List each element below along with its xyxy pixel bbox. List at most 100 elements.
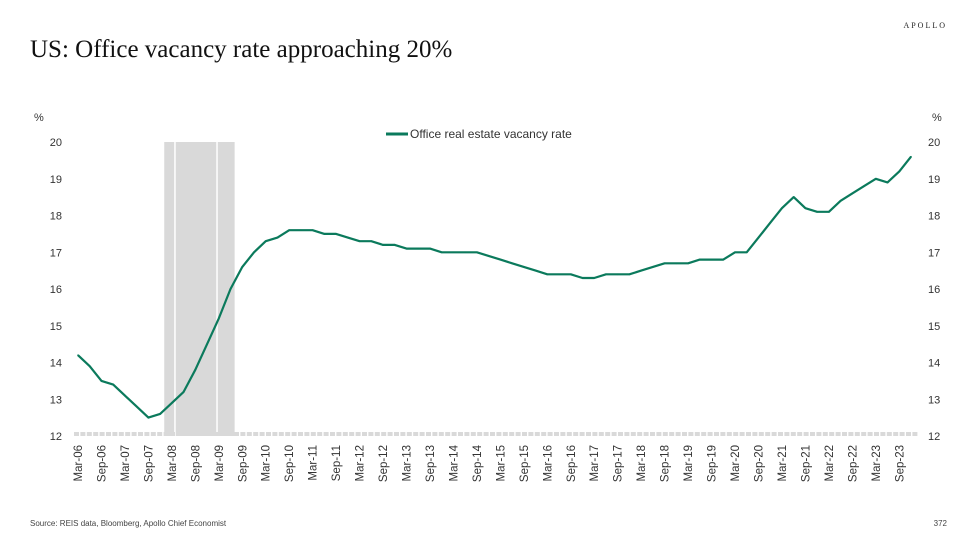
x-axis-dash	[470, 432, 476, 436]
x-tick-label: Mar-07	[120, 445, 132, 481]
data-point	[675, 262, 678, 265]
data-point	[206, 343, 208, 345]
data-point	[792, 196, 795, 198]
x-tick-label: Mar-17	[589, 445, 601, 481]
data-point	[523, 266, 525, 268]
x-axis-dash	[80, 432, 86, 436]
x-axis-dash	[317, 432, 323, 436]
recession-band-1	[164, 142, 235, 436]
x-axis-dash	[842, 432, 847, 436]
x-axis-dash	[106, 432, 111, 436]
x-axis-dash	[445, 432, 451, 436]
data-point	[194, 369, 197, 371]
data-point	[135, 405, 138, 408]
x-axis-dash	[656, 432, 662, 436]
x-axis-dash	[490, 432, 495, 436]
x-axis-dash	[394, 432, 399, 436]
x-axis-dash	[125, 432, 131, 436]
x-axis-dash	[509, 432, 515, 436]
x-axis-dash	[624, 432, 630, 436]
data-point	[652, 266, 654, 268]
x-axis-dash	[131, 432, 137, 436]
x-axis-dash	[861, 432, 867, 436]
x-axis-dash	[822, 432, 828, 436]
data-point	[875, 177, 877, 180]
data-point	[757, 236, 760, 239]
x-axis-dash	[912, 432, 918, 436]
data-point	[147, 416, 150, 419]
x-axis-dash	[886, 432, 892, 436]
x-axis-dash	[650, 432, 655, 436]
data-point	[347, 236, 349, 239]
x-axis-dash	[419, 432, 425, 436]
data-point	[77, 354, 79, 356]
data-point	[88, 365, 91, 367]
page-title: US: Office vacancy rate approaching 20%	[30, 36, 453, 63]
series-line-office-vacancy	[77, 156, 912, 419]
y-tick-label-left: 14	[50, 358, 62, 370]
data-point	[276, 236, 279, 239]
x-axis-dash	[336, 432, 342, 436]
x-tick-label: Sep-23	[894, 445, 906, 482]
x-axis-dash	[720, 432, 726, 436]
x-axis-dash	[272, 432, 278, 436]
x-tick-label: Sep-08	[190, 445, 202, 482]
x-axis-dash	[611, 432, 617, 436]
x-tick-label: Mar-21	[777, 445, 789, 481]
data-point	[370, 240, 373, 243]
x-axis-dash	[400, 432, 406, 436]
x-axis-dash	[240, 432, 246, 436]
x-axis-dash	[726, 432, 732, 436]
data-point	[499, 258, 502, 261]
x-axis-dash	[195, 432, 201, 436]
x-tick-label: Sep-10	[284, 445, 296, 482]
x-axis-dash	[586, 432, 591, 436]
x-axis-dash	[637, 432, 643, 436]
x-axis-dash	[797, 432, 803, 436]
x-axis-dash	[874, 432, 879, 436]
y-axis-left-unit: %	[34, 112, 44, 124]
data-point	[112, 383, 114, 386]
x-axis-dash	[560, 432, 566, 436]
y-tick-label-left: 15	[50, 321, 62, 333]
x-tick-label: Sep-14	[472, 444, 484, 482]
x-tick-label: Sep-17	[613, 445, 625, 482]
x-axis-dash	[86, 432, 92, 436]
data-point	[781, 207, 783, 209]
series-line-layer	[77, 155, 912, 419]
x-axis-dash	[464, 432, 470, 436]
x-axis-dash	[285, 432, 291, 436]
x-axis-dash	[643, 432, 649, 436]
data-point	[358, 240, 361, 243]
x-axis-dash	[189, 432, 195, 436]
x-axis-dash	[170, 432, 175, 436]
x-axis-dash	[810, 432, 815, 436]
x-axis-dash	[778, 432, 783, 436]
data-point	[182, 391, 185, 393]
x-axis-dash	[592, 432, 598, 436]
x-axis-dash	[707, 432, 713, 436]
x-axis-dash	[112, 432, 118, 436]
data-point	[171, 402, 173, 404]
x-axis-dash	[74, 432, 79, 436]
x-tick-label: Sep-18	[660, 445, 672, 482]
x-axis-dash	[701, 432, 707, 436]
x-axis-dash	[816, 432, 822, 436]
y-tick-label-left: 12	[50, 431, 62, 443]
x-axis-dash	[144, 432, 150, 436]
data-point	[440, 251, 443, 254]
data-point	[605, 273, 607, 276]
x-axis-dash	[829, 432, 835, 436]
y-axis-right-unit: %	[932, 112, 942, 124]
data-point	[569, 273, 572, 276]
data-point	[429, 247, 431, 250]
x-axis-dash	[278, 432, 284, 436]
x-axis-dash	[854, 432, 860, 436]
y-tick-label-right: 16	[928, 284, 940, 296]
x-axis-dash	[138, 432, 143, 436]
x-tick-label: Sep-09	[237, 445, 249, 482]
x-axis-dash	[733, 432, 739, 436]
x-axis-dash	[835, 432, 841, 436]
x-axis-dash	[579, 432, 585, 436]
x-axis-dash	[304, 432, 310, 436]
